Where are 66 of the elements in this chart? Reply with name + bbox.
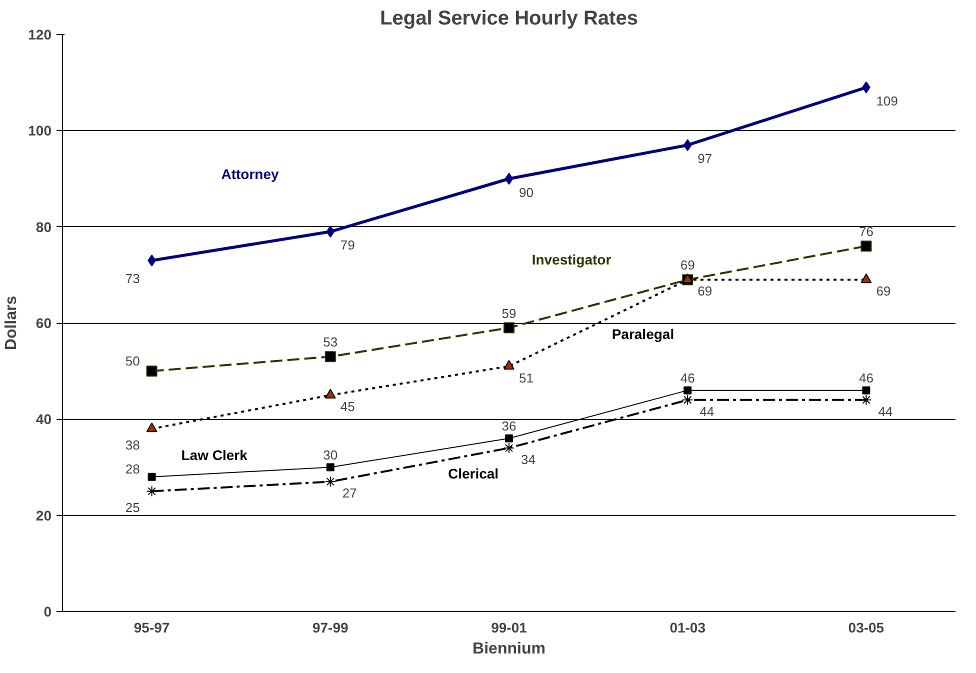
point	[684, 386, 692, 394]
data-label: 69	[680, 258, 695, 273]
data-label: 34	[521, 452, 536, 468]
x-tick-label: 97-99	[312, 620, 349, 636]
data-label: 90	[519, 184, 534, 200]
point	[504, 360, 514, 370]
data-label: 53	[323, 334, 338, 350]
y-tick-label: 40	[36, 411, 52, 428]
data-label: 45	[340, 399, 355, 414]
point	[862, 386, 870, 394]
data-label: 36	[502, 418, 516, 434]
point	[326, 463, 334, 472]
point	[324, 388, 336, 399]
point	[504, 322, 514, 334]
text: Investigator	[532, 252, 612, 268]
point	[504, 442, 514, 454]
data-label: 44	[878, 404, 893, 419]
y-axis-title: Dollars	[3, 296, 20, 350]
x-tick-label: 03-05	[848, 620, 884, 636]
point	[324, 351, 336, 362]
point	[146, 422, 158, 432]
x-tick-label: 99-01	[491, 620, 528, 636]
data-label: 69	[698, 284, 712, 299]
point	[682, 394, 694, 406]
data-label: 25	[125, 500, 140, 515]
data-label: 97	[698, 151, 712, 166]
x-tick-label: 95-97	[134, 620, 170, 636]
data-label: 44	[700, 404, 714, 419]
x-tick-label: 01-03	[670, 620, 706, 636]
y-tick-label: 80	[36, 218, 52, 235]
data-label: 27	[342, 486, 357, 501]
data-label: 59	[502, 306, 516, 321]
point	[146, 366, 158, 377]
series-label: Paralegal	[612, 326, 674, 342]
data-label: 50	[125, 354, 140, 369]
point	[148, 472, 156, 481]
text: Attorney	[221, 166, 280, 182]
point	[860, 394, 872, 406]
point	[326, 226, 335, 238]
data-label: 76	[858, 224, 874, 240]
point	[860, 273, 872, 284]
data-label: 30	[323, 447, 338, 462]
series-label: Clerical	[448, 466, 499, 482]
y-tick-label: 100	[28, 122, 52, 139]
point	[860, 240, 872, 252]
point	[683, 139, 692, 152]
data-label: 69	[876, 284, 891, 299]
chart-title: Legal Service Hourly Rates	[380, 8, 638, 30]
data-label: 38	[125, 437, 140, 452]
x-axis-title: Biennium	[472, 640, 546, 658]
data-label: 73	[125, 270, 140, 286]
point	[505, 434, 513, 442]
point	[504, 172, 514, 185]
series-label: Law Clerk	[181, 446, 248, 463]
y-tick-label: 120	[28, 26, 52, 42]
y-tick-label: 0	[44, 604, 52, 620]
data-label: 46	[680, 370, 695, 386]
data-label: 79	[340, 238, 355, 253]
data-label: 109	[876, 93, 898, 108]
data-label: 28	[125, 461, 140, 476]
data-label: 46	[858, 370, 874, 386]
point	[324, 476, 336, 488]
data-label: 51	[519, 370, 534, 386]
y-tick-label: 60	[36, 315, 52, 331]
y-tick-label: 20	[36, 507, 52, 524]
point	[146, 486, 158, 497]
